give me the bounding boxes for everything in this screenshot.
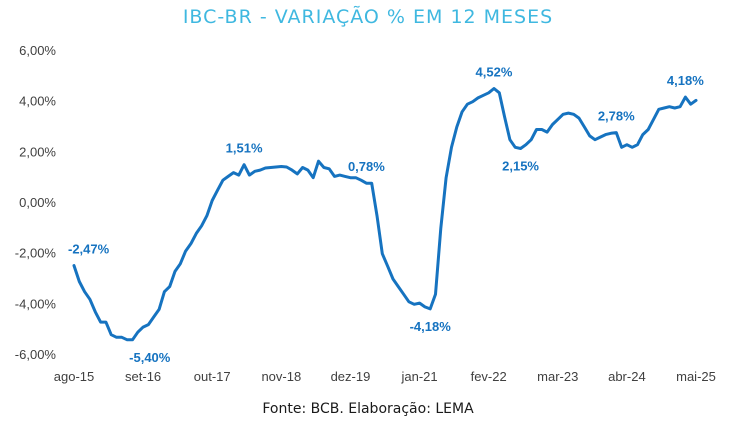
x-tick-label: dez-19: [331, 369, 371, 384]
data-label: 1,51%: [226, 141, 263, 156]
source-note: Fonte: BCB. Elaboração: LEMA: [262, 401, 474, 417]
x-tick-label: mai-25: [676, 369, 716, 384]
x-tick-label: fev-22: [471, 369, 507, 384]
data-label: 2,15%: [502, 159, 539, 174]
data-label: 4,52%: [476, 64, 513, 79]
y-tick-label: 0,00%: [19, 195, 56, 210]
y-tick-label: -4,00%: [15, 296, 57, 311]
data-label: 4,18%: [667, 73, 704, 88]
data-label: 0,78%: [348, 159, 385, 174]
series-line: [72, 87, 698, 342]
x-tick-label: ago-15: [54, 369, 94, 384]
line-chart: -6,00% -4,00% -2,00% 0,00% 2,00% 4,00% 6,00% a…: [15, 43, 716, 384]
y-tick-label: 6,00%: [19, 43, 56, 58]
x-tick-label: nov-18: [261, 369, 301, 384]
x-tick-label: set-16: [125, 369, 161, 384]
chart-title: IBC-BR - VARIAÇÃO % EM 12 MESES: [182, 6, 554, 28]
data-labels: -2,47% -5,40% 1,51% 0,78% -4,18% 4,52% 2,15% 2,…: [68, 64, 704, 364]
data-label: -2,47%: [68, 242, 110, 257]
x-tick-label: abr-24: [608, 369, 646, 384]
y-tick-label: -2,00%: [15, 246, 57, 261]
x-tick-label: out-17: [194, 369, 231, 384]
data-label: -5,40%: [129, 350, 171, 365]
x-tick-label: jan-21: [400, 369, 437, 384]
y-tick-label: -6,00%: [15, 347, 57, 362]
y-tick-label: 4,00%: [19, 94, 56, 109]
x-axis: ago-15 set-16 out-17 nov-18 dez-19 jan-21 fev-…: [54, 369, 716, 384]
series-group: [72, 87, 698, 342]
data-label: 2,78%: [598, 109, 635, 124]
y-tick-label: 2,00%: [19, 144, 56, 159]
y-axis: -6,00% -4,00% -2,00% 0,00% 2,00% 4,00% 6,00%: [15, 43, 57, 362]
x-tick-label: mar-23: [537, 369, 578, 384]
data-label: -4,18%: [410, 319, 452, 334]
